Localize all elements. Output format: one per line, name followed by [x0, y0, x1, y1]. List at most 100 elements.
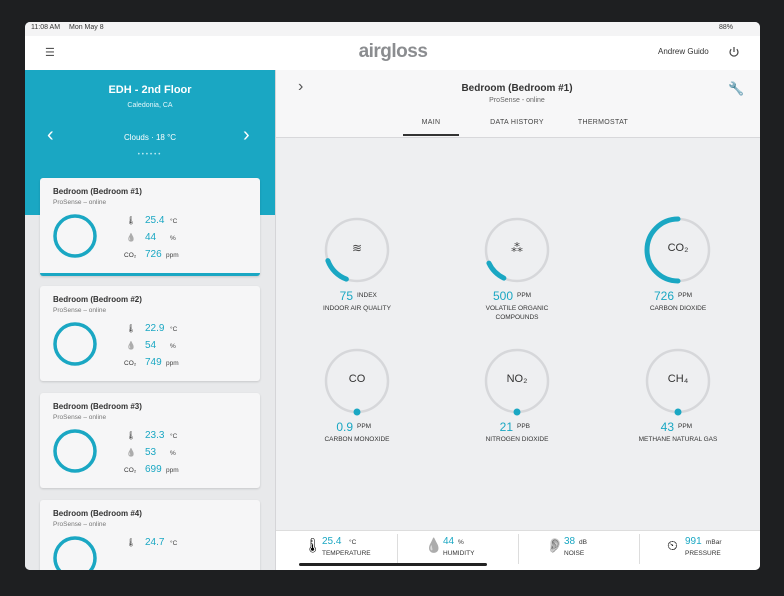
room-ring — [53, 429, 97, 473]
gauge-icon: ≋ — [351, 241, 363, 255]
co2-unit: ppm — [166, 467, 179, 474]
room-ring — [53, 536, 97, 570]
room-card[interactable]: Bedroom (Bedroom #3) ProSense – online 🌡 23… — [40, 393, 260, 488]
co2-unit: ppm — [166, 252, 179, 259]
footer-unit: mBar — [706, 539, 722, 546]
footer-icon: 👂 — [546, 537, 564, 553]
gauge-symbol: CO — [348, 373, 366, 385]
footer-value: 25.4 — [322, 536, 342, 547]
gauge-unit: PPB — [517, 423, 531, 430]
footer-value: 44 — [443, 536, 455, 547]
footer-label: TEMPERATURE — [322, 550, 371, 557]
gauge — [324, 348, 390, 416]
gauge-arc — [325, 258, 349, 282]
drop-icon: 💧 — [126, 233, 136, 242]
gauge-value: 21 — [499, 420, 513, 434]
gauge-label: CARBON MONOXIDE — [324, 436, 390, 443]
gauge-value: 0.9 — [336, 420, 353, 434]
footer-icon: 🌡 — [304, 537, 322, 553]
co2-value: 726 — [145, 249, 162, 260]
user-name[interactable]: Andrew Guido — [658, 47, 709, 56]
tab[interactable]: THERMOSTAT — [577, 119, 629, 126]
gauge-unit: PPM — [678, 292, 693, 299]
gauge-value: 43 — [660, 420, 674, 434]
menu-button[interactable]: ☰ — [45, 47, 55, 59]
temperature-unit: °C — [170, 540, 178, 547]
temperature-value: 25.4 — [145, 215, 165, 226]
room-status: ProSense – online — [53, 199, 107, 206]
drop-icon: 💧 — [126, 448, 136, 457]
co2-label: CO₂ — [124, 252, 137, 259]
room-status: ProSense – online — [53, 307, 107, 314]
temperature-unit: °C — [170, 326, 178, 333]
room-card[interactable]: Bedroom (Bedroom #4) ProSense – online 🌡 24… — [40, 500, 260, 570]
gauge-unit: PPM — [517, 292, 532, 299]
gauge-label: NITROGEN DIOXIDE — [485, 436, 549, 443]
gauge-track — [324, 217, 390, 283]
footer-divider — [518, 534, 519, 564]
home-indicator — [299, 563, 487, 566]
date: Mon May 8 — [69, 24, 104, 31]
gauge-arc — [644, 216, 681, 284]
next-arrow[interactable]: › — [243, 124, 250, 146]
status-bar: 11:08 AM Mon May 8 88% — [25, 22, 760, 36]
humidity-unit: % — [170, 235, 176, 242]
settings-button[interactable]: 🔧 — [728, 81, 745, 96]
gauge-symbol: CH₄ — [667, 373, 689, 385]
humidity-value: 54 — [145, 340, 157, 351]
footer-unit: dB — [579, 539, 587, 546]
room-card[interactable]: Bedroom (Bedroom #1) ProSense – online 🌡 25… — [40, 178, 260, 276]
thermometer-icon: 🌡 — [126, 216, 137, 225]
gauge-value: 500 — [492, 289, 513, 303]
humidity-value: 53 — [145, 447, 157, 458]
footer-unit: °C — [349, 539, 357, 546]
detail-header: › Bedroom (Bedroom #1) ProSense - online… — [276, 70, 760, 138]
room-name: Bedroom (Bedroom #4) — [53, 509, 142, 518]
power-button[interactable] — [728, 46, 740, 58]
gauge — [484, 348, 550, 416]
room-name: Bedroom (Bedroom #3) — [53, 402, 142, 411]
prev-arrow[interactable]: ‹ — [47, 124, 54, 146]
gauge-value: 726 — [653, 289, 674, 303]
tab-underline — [403, 134, 459, 136]
gauge-symbol: CO₂ — [667, 242, 689, 254]
location-city: Caledonia, CA — [127, 102, 173, 109]
room-name: Bedroom (Bedroom #1) — [53, 187, 142, 196]
ring — [53, 214, 97, 258]
footer-icon: ⏲ — [667, 537, 678, 553]
gauge-arc — [486, 260, 507, 281]
room-ring — [53, 322, 97, 366]
gauge-label: CARBON DIOXIDE — [649, 305, 707, 312]
tab[interactable]: DATA HISTORY — [490, 119, 544, 126]
co2-unit: ppm — [166, 360, 179, 367]
gauge-label: INDOOR AIR QUALITY — [323, 305, 391, 312]
room-status: ProSense – online — [53, 414, 107, 421]
gauge-track — [484, 217, 550, 283]
room-ring — [53, 214, 97, 258]
expand-arrow[interactable]: › — [298, 78, 304, 95]
page-dots: •••••• — [137, 152, 163, 158]
ring — [53, 536, 97, 570]
footer-value: 991 — [685, 536, 702, 547]
gauge-dot — [353, 408, 361, 416]
room-card[interactable]: Bedroom (Bedroom #2) ProSense – online 🌡 22… — [40, 286, 260, 381]
gauge — [484, 217, 550, 283]
temperature-value: 23.3 — [145, 430, 165, 441]
humidity-unit: % — [170, 450, 176, 457]
temperature-value: 22.9 — [145, 323, 165, 334]
tab[interactable]: MAIN — [421, 119, 441, 126]
gauge-unit: PPM — [678, 423, 693, 430]
location-name[interactable]: EDH - 2nd Floor — [108, 84, 192, 96]
footer-label: HUMIDITY — [443, 550, 475, 557]
room-name: Bedroom (Bedroom #2) — [53, 295, 142, 304]
gauge — [644, 216, 711, 284]
time: 11:08 AM — [31, 24, 61, 31]
humidity-unit: % — [170, 343, 176, 350]
footer-unit: % — [458, 539, 464, 546]
screen: 11:08 AM Mon May 8 88% ☰ airgloss Andrew… — [25, 22, 760, 570]
footer-divider — [639, 534, 640, 564]
gauge-dot — [674, 408, 682, 416]
humidity-value: 44 — [145, 232, 157, 243]
footer-label: PRESSURE — [685, 550, 721, 557]
